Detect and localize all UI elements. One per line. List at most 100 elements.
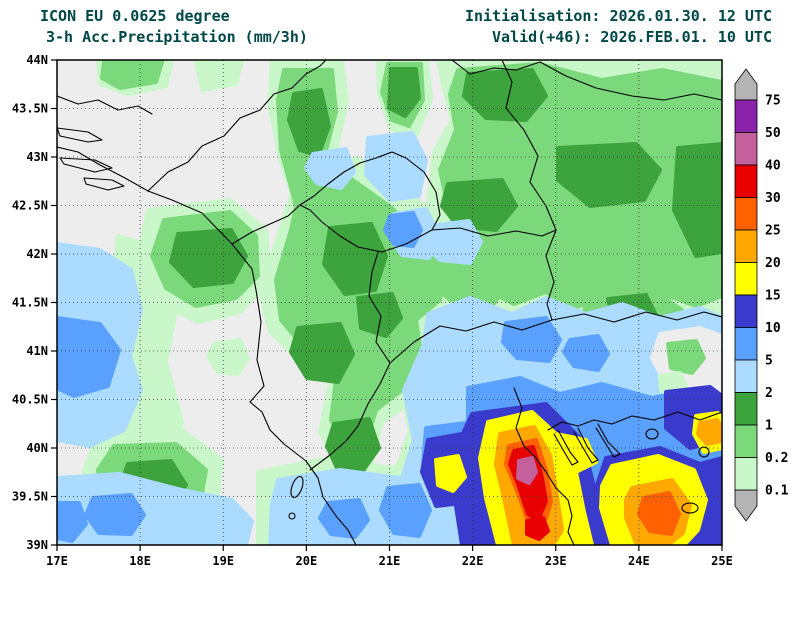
x-tick-label: 17E (46, 554, 68, 568)
legend-label: 15 (765, 289, 781, 304)
legend-color-box (734, 132, 758, 166)
legend-color-box (734, 424, 758, 458)
precip-blob (84, 493, 146, 536)
y-tick-label: 43N (26, 150, 48, 164)
country-border-line (431, 227, 557, 237)
legend-label: 0.2 (765, 451, 788, 466)
island-outline (288, 512, 296, 520)
legend-label: 1 (765, 419, 773, 434)
precip-blob (194, 60, 244, 92)
y-tick-label: 44N (26, 53, 48, 67)
coastline-aegean (547, 411, 722, 431)
country-border-line (147, 60, 327, 192)
y-tick-label: 41N (26, 344, 48, 358)
peninsula-outline (573, 427, 599, 464)
precip-blob (637, 491, 681, 536)
header-right: Initialisation: 2026.01.30. 12 UTC Valid… (465, 6, 772, 48)
island-outline (59, 157, 113, 173)
y-tick-label: 42N (26, 247, 48, 261)
graticule (57, 60, 722, 545)
precip-blob (440, 178, 518, 232)
precip-blob (57, 316, 121, 398)
legend-label: 75 (765, 94, 781, 109)
island-outline (83, 177, 125, 191)
y-tick-label: 40.5N (12, 393, 48, 407)
legend-color-box (734, 164, 758, 198)
country-border-line (501, 60, 557, 231)
legend-color-box (734, 457, 758, 491)
legend-color-box (734, 99, 758, 133)
x-tick-label: 21E (379, 554, 401, 568)
coastline-aegean (513, 387, 575, 545)
legend-color-box (734, 327, 758, 361)
country-border-line (231, 151, 441, 245)
precip-blob (666, 339, 706, 375)
legend-label: 30 (765, 191, 781, 206)
legend-arrow-down (734, 489, 758, 522)
precip-blob (318, 498, 370, 539)
legend-label: 50 (765, 126, 781, 141)
x-tick-label: 23E (545, 554, 567, 568)
precip-layer-40mm (516, 456, 538, 485)
precip-blob (525, 516, 550, 541)
valid-time: Valid(+46): 2026.FEB.01. 10 UTC (492, 28, 772, 46)
x-tick-label: 25E (711, 554, 733, 568)
y-tick-label: 41.5N (12, 296, 48, 310)
precip-blob (322, 222, 388, 296)
header: ICON EU 0.0625 degree 3-h Acc.Precipitat… (40, 6, 772, 48)
y-tick-label: 40N (26, 441, 48, 455)
precip-blob (387, 67, 421, 118)
precip-blob (100, 60, 164, 90)
precip-blob (501, 316, 562, 363)
x-tick-label: 19E (212, 554, 234, 568)
country-border-line (451, 60, 541, 75)
country-border-line (299, 204, 433, 253)
legend-label: 0.1 (765, 484, 789, 499)
legend-label: 20 (765, 256, 781, 271)
country-borders (57, 60, 722, 545)
precip-blob (206, 338, 250, 376)
precip-blob (169, 228, 248, 288)
precip-blob (562, 334, 610, 372)
model-name: ICON EU 0.0625 degree (40, 7, 230, 25)
precip-blob (462, 68, 548, 122)
precip-blob (696, 418, 722, 446)
init-time: Initialisation: 2026.01.30. 12 UTC (464, 7, 772, 25)
y-axis: 44N 43.5N 43N 42.5N 42N 41.5N 41N 40.5N 40N 39.5N… (12, 53, 57, 552)
precip-blob (289, 322, 355, 384)
precip-blob (356, 292, 403, 338)
island-outline (290, 475, 304, 499)
precip-blob (422, 219, 483, 265)
legend-label: 5 (765, 354, 773, 369)
precip-blob (364, 131, 428, 202)
precip-blob (556, 142, 662, 208)
legend-color-box (734, 294, 758, 328)
country-border-line (539, 61, 722, 101)
peninsula-outline (595, 423, 621, 458)
island-outline (57, 127, 103, 143)
country-border-line (389, 319, 553, 364)
legend-color-box (734, 229, 758, 263)
coastline-adriatic (57, 146, 357, 545)
country-border-line (368, 251, 391, 364)
country-border-line (309, 362, 391, 471)
country-border-line (551, 311, 722, 323)
island-outline (645, 428, 659, 440)
legend-color-box (734, 359, 758, 393)
x-tick-label: 22E (462, 554, 484, 568)
legend-label: 10 (765, 321, 781, 336)
y-tick-label: 42.5N (12, 199, 48, 213)
x-tick-label: 20E (296, 554, 318, 568)
peninsula-outline (553, 429, 579, 466)
precip-blob (383, 211, 423, 248)
precip-blob (434, 454, 467, 493)
legend-colorbar: 75 50 40 30 25 20 15 10 5 2 1 0.2 0.1 (734, 68, 789, 522)
x-axis: 17E 18E 19E 20E 21E 22E 23E 24E 25E (46, 545, 733, 568)
legend-label: 40 (765, 159, 781, 174)
legend-color-box (734, 197, 758, 231)
island-outline (698, 446, 710, 458)
product-name: 3-h Acc.Precipitation (mm/3h) (46, 28, 308, 46)
x-tick-label: 18E (129, 554, 151, 568)
